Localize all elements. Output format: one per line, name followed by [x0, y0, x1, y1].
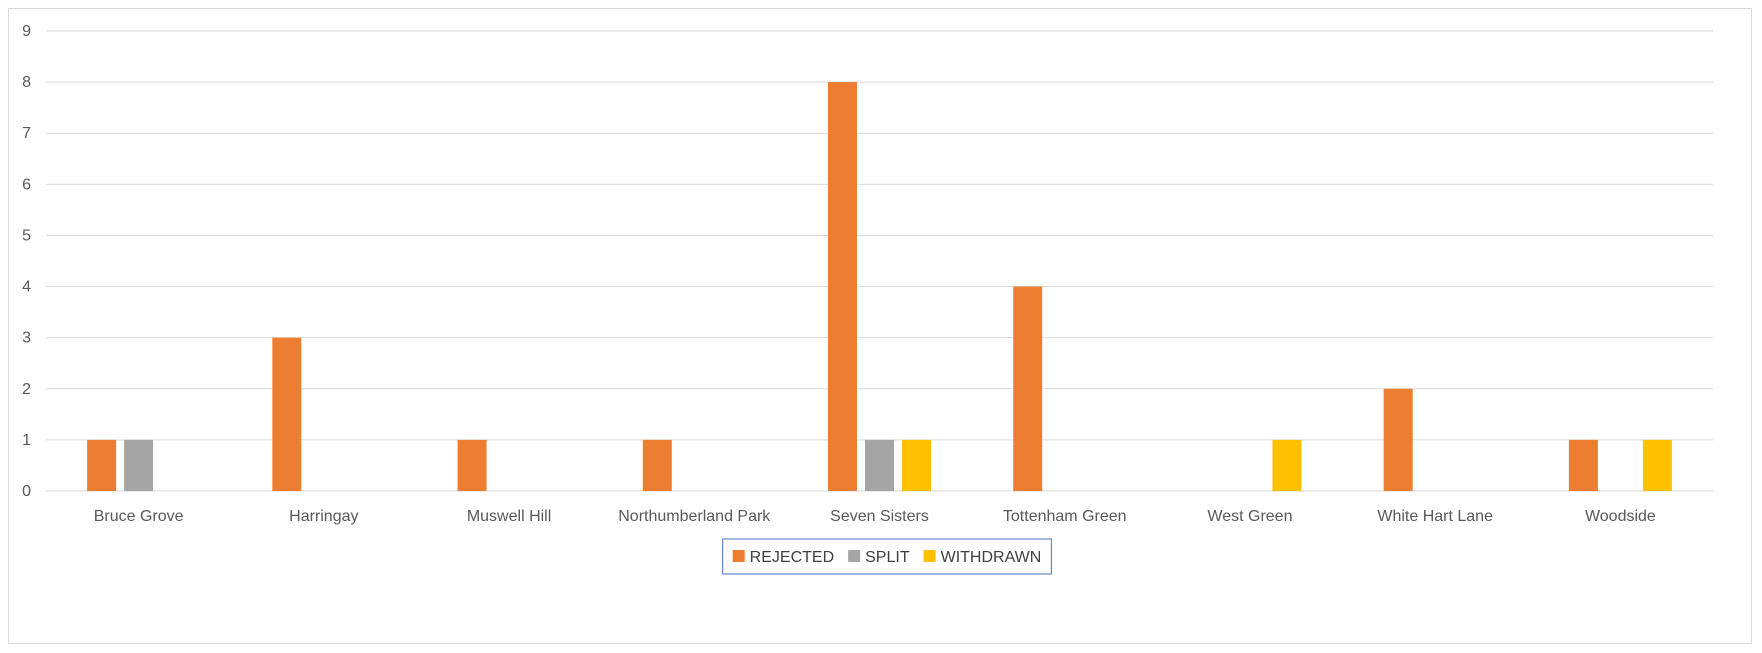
bar-withdrawn-seven-sisters — [902, 439, 931, 491]
bar-chart: 0 1 2 3 4 5 6 7 8 9 Bruce Grove Harringay Muswell H… — [22, 23, 1713, 575]
bar-rejected-woodside — [1568, 439, 1598, 491]
y-tick-label: 6 — [22, 176, 31, 193]
x-tick-label: Northumberland Park — [618, 508, 771, 525]
x-tick-label: Seven Sisters — [830, 508, 929, 525]
bar-rejected-bruce-grove — [87, 439, 117, 491]
legend: REJECTED SPLIT WITHDRAWN — [722, 538, 1052, 575]
bar-split-bruce-grove — [124, 439, 154, 491]
legend-label-withdrawn: WITHDRAWN — [941, 549, 1042, 566]
x-tick-label: West Green — [1207, 508, 1292, 525]
bar-rejected-tottenham-green — [1013, 286, 1043, 491]
legend-box — [722, 538, 1052, 575]
y-tick-label: 5 — [22, 227, 31, 244]
legend-swatch-withdrawn — [923, 550, 936, 562]
y-tick-label: 1 — [22, 432, 31, 449]
bar-rejected-white-hart-lane — [1383, 388, 1413, 491]
x-tick-label: Woodside — [1585, 508, 1656, 525]
y-tick-label: 7 — [22, 125, 31, 142]
x-tick-label: Bruce Grove — [94, 508, 184, 525]
bar-withdrawn-west-green — [1272, 439, 1302, 491]
legend-label-rejected: REJECTED — [750, 549, 834, 566]
y-axis-tick-labels: 0 1 2 3 4 5 6 7 8 9 — [22, 23, 31, 500]
bar-rejected-northumberland-park — [642, 439, 672, 491]
bar-rejected-muswell-hill — [457, 439, 487, 491]
y-tick-label: 8 — [22, 74, 31, 91]
bars — [87, 82, 1672, 491]
x-tick-label: Harringay — [289, 508, 358, 525]
legend-swatch-split — [848, 550, 861, 562]
bar-rejected-seven-sisters — [828, 82, 857, 491]
y-tick-label: 3 — [22, 330, 31, 347]
x-tick-label: Tottenham Green — [1003, 508, 1127, 525]
y-tick-label: 2 — [22, 381, 31, 398]
bar-withdrawn-woodside — [1642, 439, 1672, 491]
bar-split-seven-sisters — [865, 439, 894, 491]
x-axis-tick-labels: Bruce Grove Harringay Muswell Hill Northumb… — [94, 508, 1656, 525]
y-tick-label: 0 — [22, 483, 31, 500]
bar-rejected-harringay — [272, 337, 302, 491]
legend-label-split: SPLIT — [865, 549, 910, 566]
chart-frame: 0 1 2 3 4 5 6 7 8 9 Bruce Grove Harringay Muswell H… — [8, 8, 1752, 644]
y-tick-label: 9 — [22, 23, 31, 40]
y-tick-label: 4 — [22, 279, 31, 296]
x-tick-label: Muswell Hill — [467, 508, 551, 525]
x-tick-label: White Hart Lane — [1377, 508, 1493, 525]
legend-swatch-rejected — [732, 550, 745, 562]
gridlines — [46, 30, 1713, 492]
